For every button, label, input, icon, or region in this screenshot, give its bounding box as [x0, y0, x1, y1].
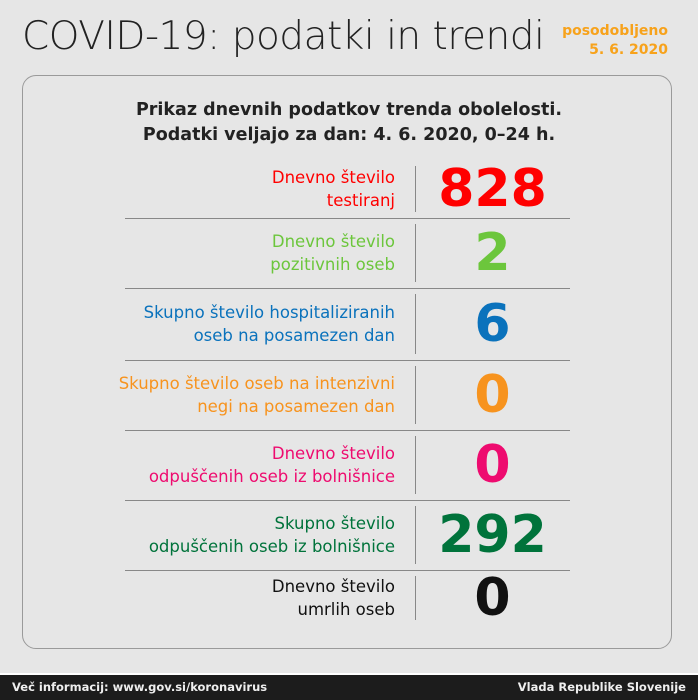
updated-date: 5. 6. 2020 [589, 42, 668, 58]
stat-label-line-1: Dnevno število [271, 168, 395, 187]
page-title: COVID-19: podatki in trendi [22, 14, 545, 59]
stat-row-positive: Dnevno število pozitivnih oseb 2 [125, 218, 570, 289]
stat-label: Dnevno število testiranj [272, 166, 395, 212]
stat-row-deaths: Dnevno število umrlih oseb 0 [125, 570, 570, 626]
footer-government: Vlada Republike Slovenije [517, 680, 686, 694]
stat-label-line-1: Skupno število hospitaliziranih [143, 303, 395, 322]
stat-label: Dnevno število umrlih oseb [272, 575, 395, 621]
updated-info: posodobljeno 5. 6. 2020 [562, 22, 668, 60]
stat-label-line-1: Skupno število oseb na intenzivni [118, 374, 395, 393]
row-divider [415, 294, 416, 354]
stat-label: Skupno število hospitaliziranih oseb na p… [144, 301, 395, 347]
stat-row-discharged-daily: Dnevno število odpuščenih oseb iz bolnišn… [125, 430, 570, 501]
stat-label-line-2: odpuščenih oseb iz bolnišnice [148, 537, 395, 556]
stat-value: 828 [438, 159, 547, 219]
stat-label-line-2: oseb na posamezen dan [193, 326, 395, 345]
stat-value: 6 [474, 294, 511, 354]
stat-value: 2 [474, 223, 511, 283]
stat-value: 0 [474, 435, 511, 495]
stat-label-line-1: Dnevno število [271, 444, 395, 463]
row-divider [415, 506, 416, 564]
stat-row-discharged-total: Skupno število odpuščenih oseb iz bolnišn… [125, 500, 570, 571]
stat-label-line-1: Skupno število [274, 514, 396, 533]
row-divider [415, 366, 416, 424]
stat-label-line-2: negi na posamezen dan [197, 397, 395, 416]
row-divider [415, 224, 416, 282]
stat-label: Skupno število odpuščenih oseb iz bolnišn… [149, 512, 395, 558]
stat-label: Dnevno število pozitivnih oseb [270, 230, 395, 276]
data-card [22, 75, 672, 649]
header-line-1: Prikaz dnevnih podatkov trenda obolelost… [135, 100, 563, 120]
updated-label: posodobljeno [562, 23, 668, 39]
stat-row-hospitalized: Skupno število hospitaliziranih oseb na p… [125, 288, 570, 361]
stat-label: Skupno število oseb na intenzivni negi na… [119, 372, 395, 418]
row-divider [415, 576, 416, 620]
stat-label-line-1: Dnevno število [271, 577, 395, 596]
card-header: Prikaz dnevnih podatkov trenda obolelost… [0, 98, 698, 148]
row-divider [415, 166, 416, 212]
stat-row-intensive-care: Skupno število oseb na intenzivni negi na… [119, 360, 570, 431]
header-line-2: Podatki veljajo za dan: 4. 6. 2020, 0–24… [142, 125, 556, 145]
stat-value: 0 [474, 568, 511, 628]
stat-row-tests: Dnevno število testiranj 828 [125, 160, 570, 219]
stat-label-line-2: umrlih oseb [297, 600, 395, 619]
stat-label-line-2: pozitivnih oseb [270, 255, 395, 274]
stat-value: 292 [438, 505, 547, 565]
stat-label-line-2: odpuščenih oseb iz bolnišnice [148, 467, 395, 486]
row-divider [415, 436, 416, 494]
stat-label: Dnevno število odpuščenih oseb iz bolnišn… [149, 442, 395, 488]
footer: Več informacij: www.gov.si/koronavirus V… [0, 673, 698, 700]
footer-more-info: Več informacij: www.gov.si/koronavirus [12, 680, 268, 694]
stat-value: 0 [474, 365, 511, 425]
stat-label-line-1: Dnevno število [271, 232, 395, 251]
stat-label-line-2: testiranj [326, 191, 395, 210]
